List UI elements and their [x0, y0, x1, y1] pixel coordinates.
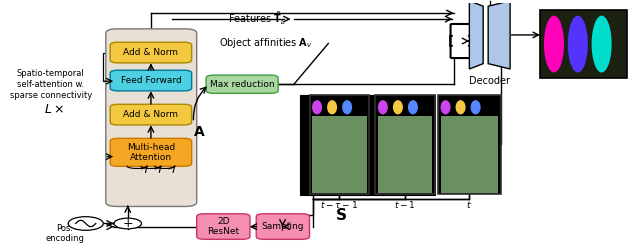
Ellipse shape	[342, 100, 352, 114]
Text: Add & Norm: Add & Norm	[124, 48, 179, 57]
Ellipse shape	[470, 100, 481, 114]
Text: $L\times$: $L\times$	[44, 103, 65, 116]
Ellipse shape	[393, 100, 403, 114]
Text: $t-\tau-1$: $t-\tau-1$	[320, 199, 358, 210]
Text: Spatio-temporal: Spatio-temporal	[17, 69, 84, 78]
FancyBboxPatch shape	[110, 70, 191, 91]
Text: Object affinities $\mathbf{A}_v$: Object affinities $\mathbf{A}_v$	[219, 36, 312, 50]
Circle shape	[114, 218, 141, 229]
FancyBboxPatch shape	[440, 117, 498, 193]
FancyBboxPatch shape	[310, 94, 369, 194]
FancyBboxPatch shape	[110, 42, 191, 63]
FancyBboxPatch shape	[540, 10, 627, 78]
FancyBboxPatch shape	[366, 94, 435, 195]
Text: sparse connectivity: sparse connectivity	[10, 91, 92, 100]
Text: Features $\tilde{\mathbf{T}}_L$: Features $\tilde{\mathbf{T}}_L$	[228, 11, 286, 28]
FancyBboxPatch shape	[438, 94, 500, 194]
FancyBboxPatch shape	[110, 138, 191, 166]
Text: ...: ...	[391, 101, 403, 114]
FancyBboxPatch shape	[451, 24, 470, 58]
Text: Sampling: Sampling	[262, 222, 304, 231]
Text: [   ]: [ ]	[448, 34, 473, 48]
Text: $\mathbf{S}$: $\mathbf{S}$	[335, 207, 347, 223]
FancyBboxPatch shape	[256, 214, 310, 239]
Text: Max reduction: Max reduction	[210, 80, 275, 89]
FancyBboxPatch shape	[378, 117, 433, 193]
FancyBboxPatch shape	[375, 94, 435, 194]
Ellipse shape	[378, 100, 388, 114]
Text: Pos.
encoding: Pos. encoding	[45, 223, 84, 243]
FancyBboxPatch shape	[196, 214, 250, 239]
Text: Decoder: Decoder	[469, 76, 510, 86]
Text: Add & Norm: Add & Norm	[124, 110, 179, 119]
Text: $\mathbf{A}$: $\mathbf{A}$	[193, 125, 206, 139]
FancyBboxPatch shape	[110, 104, 191, 125]
FancyBboxPatch shape	[312, 117, 367, 193]
Ellipse shape	[456, 100, 466, 114]
Text: Multi-head
Attention: Multi-head Attention	[127, 143, 175, 162]
Text: $t$: $t$	[467, 199, 472, 210]
FancyBboxPatch shape	[300, 94, 369, 195]
FancyBboxPatch shape	[106, 29, 196, 207]
Text: self-attention w.: self-attention w.	[17, 80, 84, 89]
Text: Feed Forward: Feed Forward	[120, 76, 181, 85]
Text: +: +	[122, 217, 133, 230]
Circle shape	[68, 217, 103, 230]
Ellipse shape	[544, 16, 564, 72]
Ellipse shape	[591, 16, 612, 72]
Polygon shape	[488, 1, 510, 69]
Ellipse shape	[312, 100, 322, 114]
Text: 2D
ResNet: 2D ResNet	[207, 217, 239, 236]
Text: $t-1$: $t-1$	[394, 199, 415, 210]
Polygon shape	[469, 1, 483, 69]
Ellipse shape	[440, 100, 451, 114]
Ellipse shape	[327, 100, 337, 114]
Ellipse shape	[568, 16, 588, 72]
Ellipse shape	[408, 100, 418, 114]
FancyBboxPatch shape	[206, 75, 278, 93]
